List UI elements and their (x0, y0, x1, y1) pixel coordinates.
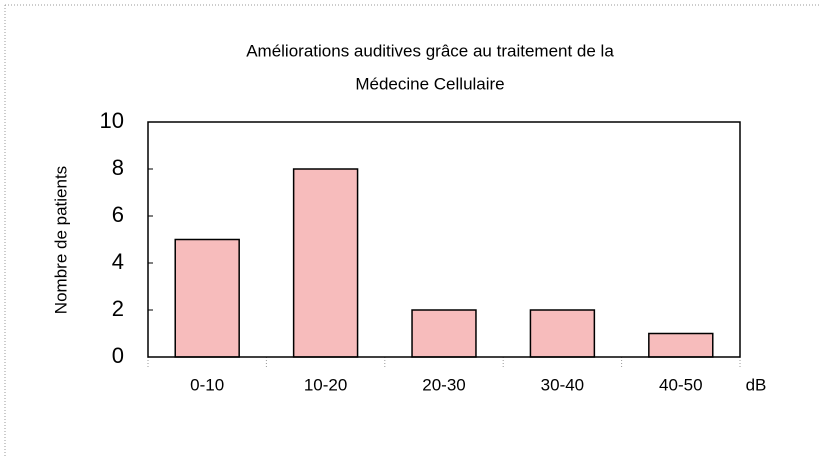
x-tick-label: 30-40 (541, 375, 584, 394)
chart-title: Médecine Cellulaire (355, 74, 504, 93)
y-tick-label: 8 (112, 155, 124, 180)
y-tick-label: 4 (112, 249, 124, 274)
bar (174, 238, 240, 358)
plot-frame (147, 121, 741, 358)
y-tick-label: 0 (112, 343, 124, 368)
bar (411, 309, 477, 358)
x-tick-label: 20-30 (422, 375, 465, 394)
x-tick-label: 40-50 (659, 375, 702, 394)
x-axis-label: dB (746, 375, 767, 394)
bar (529, 309, 596, 358)
y-axis-label: Nombre de patients (51, 166, 70, 314)
y-tick-label: 10 (100, 108, 124, 133)
y-tick-label: 2 (112, 296, 124, 321)
x-tick-label: 10-20 (304, 375, 347, 394)
x-tick-label: 0-10 (190, 375, 224, 394)
bar (292, 168, 359, 358)
chart-title: Améliorations auditives grâce au traitem… (246, 41, 614, 60)
bar (648, 332, 714, 358)
y-tick-label: 6 (112, 202, 124, 227)
